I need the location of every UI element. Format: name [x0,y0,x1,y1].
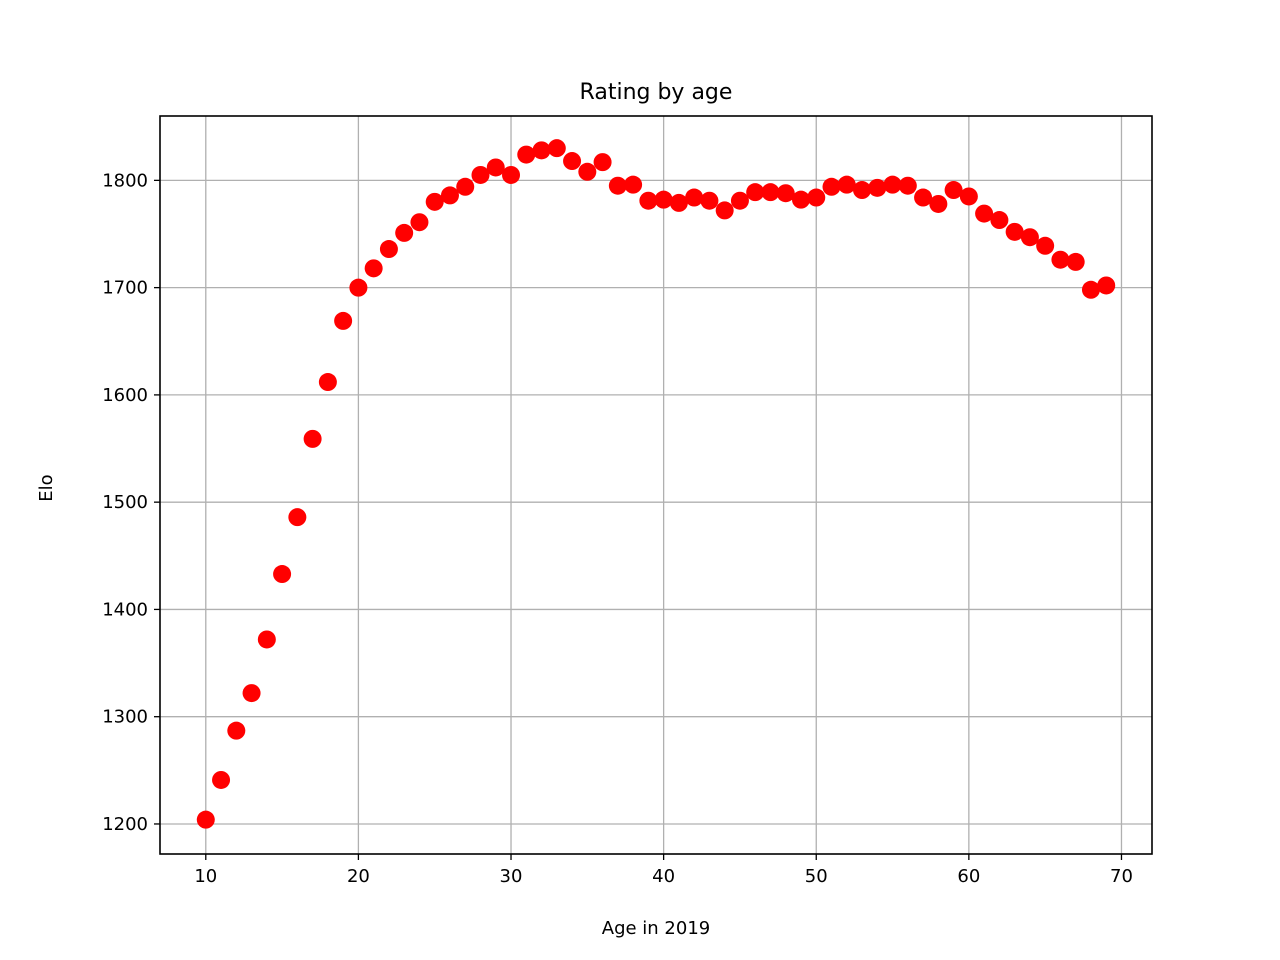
data-point [578,162,597,181]
grid-lines [160,116,1152,854]
data-point [959,187,978,206]
data-point [196,810,215,829]
data-point [1066,252,1085,271]
data-point [608,176,627,195]
data-point [257,630,276,649]
data-point [929,194,948,213]
data-point [685,188,704,207]
x-axis-label: Age in 2019 [602,918,710,939]
data-point [471,165,490,184]
data-point [334,311,353,330]
data-point [364,259,383,278]
data-point [593,153,612,172]
data-point [822,177,841,196]
data-point [273,565,292,584]
data-point [807,188,826,207]
data-point [654,190,673,209]
y-tick-label: 1700 [102,278,148,299]
data-point [898,176,917,195]
data-point [761,183,780,202]
data-point [563,152,582,171]
data-point [303,429,322,448]
data-point [486,158,505,177]
data-point [318,373,337,392]
data-point [227,721,246,740]
data-point [288,508,307,527]
data-point [517,145,536,164]
x-tick-label: 40 [652,866,675,887]
data-point [669,193,688,212]
data-point [212,770,231,789]
x-tick-label: 30 [500,866,523,887]
x-tick-label: 50 [805,866,828,887]
x-tick-label: 20 [347,866,370,887]
data-point [990,211,1009,230]
data-point [700,191,719,210]
data-point [1036,236,1055,255]
y-tick-label: 1200 [102,814,148,835]
x-tick-label: 70 [1110,866,1133,887]
data-point [944,181,963,200]
data-point [975,204,994,223]
data-point [547,139,566,158]
data-point [1051,250,1070,269]
x-tick-label: 10 [194,866,217,887]
y-tick-label: 1300 [102,707,148,728]
data-points [196,139,1116,829]
data-point [395,223,414,242]
data-point [715,201,734,220]
x-tick-label: 60 [957,866,980,887]
data-point [425,192,444,211]
y-tick-label: 1600 [102,385,148,406]
data-point [1005,222,1024,241]
y-tick-label: 1500 [102,492,148,513]
data-point [853,181,872,200]
data-point [746,183,765,202]
data-point [1097,276,1116,295]
axis-ticks: 10 20 30 40 50 60 70 1200 1300 1400 1500 1600 1700 18… [102,170,1133,887]
data-point [776,184,795,203]
data-point [410,213,429,232]
data-point [379,240,398,259]
plot-frame [159,115,1153,855]
y-axis-label: Elo [36,474,57,501]
data-point [532,141,551,160]
data-point [730,191,749,210]
data-point [349,278,368,297]
chart-title: Rating by age [580,80,733,105]
data-point [624,175,643,194]
data-point [791,190,810,209]
data-point [1020,228,1039,247]
y-tick-label: 1400 [102,599,148,620]
data-point [914,188,933,207]
data-point [837,175,856,194]
y-tick-label: 1800 [102,170,148,191]
data-point [868,178,887,197]
data-point [639,191,658,210]
data-point [440,186,459,205]
data-point [456,177,475,196]
data-point [883,175,902,194]
data-point [1081,280,1100,299]
data-point [242,684,261,703]
data-point [502,165,521,184]
